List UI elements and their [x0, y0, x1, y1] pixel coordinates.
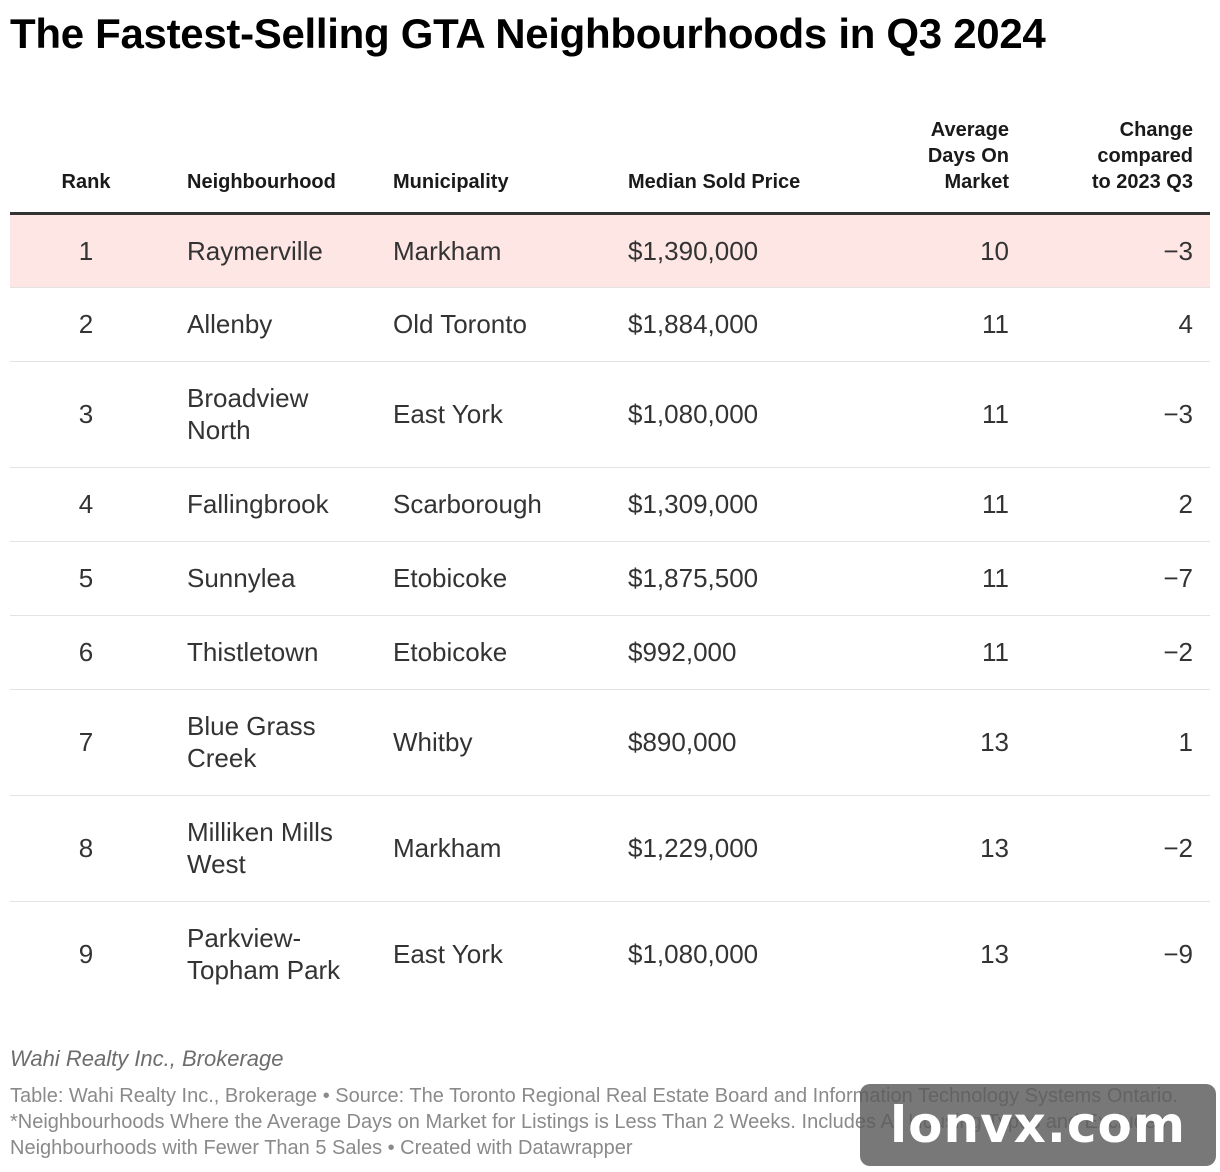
cell-change: −2: [1019, 615, 1210, 690]
table-row: 7 Blue Grass Creek Whitby $890,000 13 1: [10, 689, 1210, 796]
cell-municipality: Markham: [368, 795, 603, 902]
cell-municipality: Etobicoke: [368, 615, 603, 690]
table-row: 8 Milliken Mills West Markham $1,229,000 13−…: [10, 795, 1210, 902]
cell-change: −7: [1019, 541, 1210, 616]
cell-rank: 4: [10, 467, 162, 542]
cell-average-days-on-market: 11: [803, 615, 1019, 690]
cell-rank: 2: [10, 287, 162, 362]
cell-average-days-on-market: 11: [803, 541, 1019, 616]
cell-average-days-on-market: 11: [803, 467, 1019, 542]
cell-average-days-on-market: 11: [803, 287, 1019, 362]
table-row: 5 Sunnylea Etobicoke $1,875,500 11 −7: [10, 541, 1210, 616]
cell-neighbourhood: Broadview North: [162, 361, 368, 468]
cell-neighbourhood: Fallingbrook: [162, 467, 368, 542]
cell-median-sold-price: $1,875,500: [603, 541, 803, 616]
cell-municipality: East York: [393, 939, 503, 970]
watermark-text: lonvx.com: [889, 1096, 1186, 1154]
cell-rank: 3: [10, 361, 162, 468]
column-header-rank[interactable]: Rank: [10, 110, 162, 215]
cell-rank: 1: [10, 213, 162, 288]
cell-median-sold-price: $1,080,000: [628, 939, 759, 970]
cell-average-days-on-market: 13: [980, 939, 1009, 970]
table-row: 2 Allenby Old Toronto $1,884,000 11 4: [10, 287, 1210, 362]
cell-rank: 5: [10, 541, 162, 616]
cell-median-sold-price: $1,390,000: [603, 213, 803, 288]
cell-neighbourhood: Milliken Mills West: [162, 795, 368, 902]
cell-municipality: Scarborough: [368, 467, 603, 542]
cell-neighbourhood: Raymerville: [162, 213, 368, 288]
cell-average-days-on-market: 10: [803, 213, 1019, 288]
watermark: lonvx.com: [860, 1084, 1216, 1166]
cell-average-days-on-market: 13: [803, 795, 1019, 902]
cell-change: 1: [1019, 689, 1210, 796]
table-row: 3 Broadview North East York $1,080,000 11 −3: [10, 361, 1210, 468]
cell-median-sold-price: $1,309,000: [603, 467, 803, 542]
cell-neighbourhood: Parkview-Topham Park: [187, 923, 341, 986]
cell-median-sold-price: $1,884,000: [603, 287, 803, 362]
cell-change: 2: [1019, 467, 1210, 542]
column-header-average-days-on-market[interactable]: Average Days On Market: [803, 110, 1019, 215]
cell-median-sold-price: $1,080,000: [603, 361, 803, 468]
cell-rank: 6: [10, 615, 162, 690]
cell-neighbourhood: Blue Grass Creek: [162, 689, 368, 796]
table-row: 1 Raymerville Markham $1,390,000 10 −3: [10, 213, 1210, 288]
cell-municipality: Markham: [368, 213, 603, 288]
column-header-neighbourhood[interactable]: Neighbourhood: [162, 110, 368, 215]
cell-municipality: Old Toronto: [368, 287, 603, 362]
column-header-municipality[interactable]: Municipality: [368, 110, 603, 215]
cell-median-sold-price: $992,000: [603, 615, 803, 690]
cell-neighbourhood: Sunnylea: [162, 541, 368, 616]
cell-change: −3: [1019, 213, 1210, 288]
cell-neighbourhood: Allenby: [162, 287, 368, 362]
cell-neighbourhood: Thistletown: [162, 615, 368, 690]
cell-change: −2: [1019, 795, 1210, 902]
cell-change: −3: [1019, 361, 1210, 468]
cell-change: 4: [1019, 287, 1210, 362]
cell-municipality: Whitby: [368, 689, 603, 796]
cell-average-days-on-market: 13: [803, 689, 1019, 796]
cell-median-sold-price: $1,229,000: [603, 795, 803, 902]
column-header-median-sold-price[interactable]: Median Sold Price: [603, 110, 803, 215]
data-table: Rank Neighbourhood Municipality Median S…: [10, 110, 1210, 1007]
byline: Wahi Realty Inc., Brokerage: [10, 1046, 284, 1071]
table-row: 6 Thistletown Etobicoke $992,000 11 −2: [10, 615, 1210, 690]
table-row: 4 Fallingbrook Scarborough $1,309,000 11 2: [10, 467, 1210, 542]
cell-median-sold-price: $890,000: [603, 689, 803, 796]
cell-rank: 7: [10, 689, 162, 796]
cell-rank: 8: [10, 795, 162, 902]
column-header-change-compared[interactable]: Change compared to 2023 Q3: [1019, 110, 1210, 215]
table-row: 9 Parkview-Topham Park East York $1,080,000…: [10, 901, 1210, 1007]
cell-average-days-on-market: 11: [803, 361, 1019, 468]
cell-municipality: Etobicoke: [368, 541, 603, 616]
page-title: The Fastest-Selling GTA Neighbourhoods i…: [10, 10, 1046, 57]
cell-change: −9: [1163, 939, 1193, 970]
cell-rank: 9: [78, 939, 94, 970]
header-row: Rank Neighbourhood Municipality Median S…: [10, 110, 1210, 215]
table-body: 1 Raymerville Markham $1,390,000 10 −3 2 Allenb…: [10, 213, 1210, 1007]
cell-municipality: East York: [368, 361, 603, 468]
